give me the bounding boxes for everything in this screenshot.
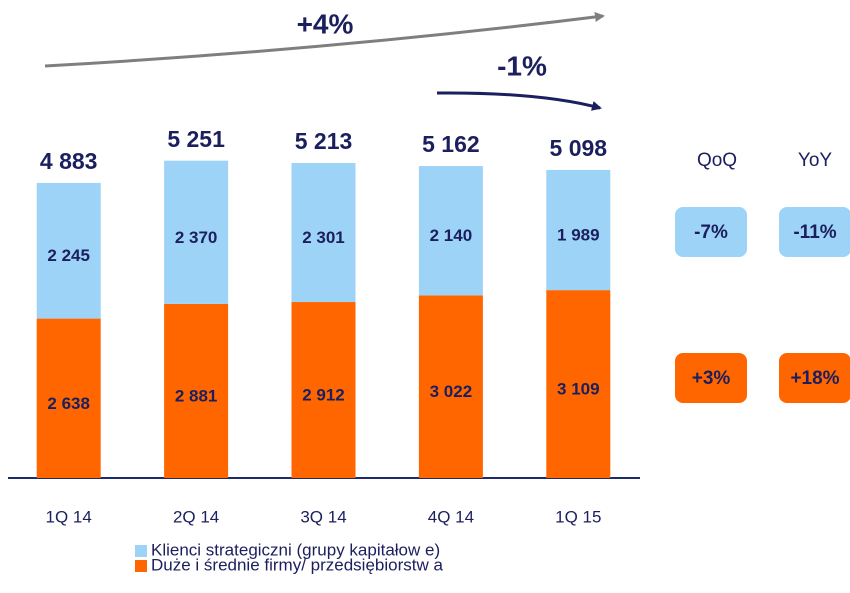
bar-segment bbox=[291, 162, 356, 303]
bar-segment bbox=[418, 166, 483, 296]
bar-segment bbox=[418, 295, 483, 478]
change-header: YoY bbox=[798, 150, 832, 171]
bar-segment bbox=[291, 302, 356, 478]
change-value: +18% bbox=[790, 368, 839, 389]
bar-segment bbox=[36, 318, 101, 478]
total-label: 5 098 bbox=[550, 135, 608, 161]
legend-swatch bbox=[135, 560, 147, 572]
bar-segment bbox=[546, 290, 611, 478]
x-tick-label: 3Q 14 bbox=[300, 507, 346, 526]
x-tick-label: 4Q 14 bbox=[428, 507, 474, 526]
change-value: +3% bbox=[692, 368, 731, 389]
x-tick-label: 1Q 14 bbox=[46, 507, 92, 526]
legend-label: Duże i średnie firmy/ przedsiębiorstw a bbox=[151, 555, 443, 574]
x-tick-label: 2Q 14 bbox=[173, 507, 219, 526]
value-label: 3 109 bbox=[557, 380, 600, 399]
change-badge bbox=[675, 353, 747, 403]
total-label: 4 883 bbox=[40, 148, 98, 174]
bar-segment bbox=[164, 303, 229, 478]
change-value: -7% bbox=[694, 222, 728, 243]
x-tick-label: 1Q 15 bbox=[555, 507, 601, 526]
change-value: -11% bbox=[793, 222, 836, 243]
value-label: 2 245 bbox=[47, 246, 90, 265]
bar-segment bbox=[546, 169, 611, 291]
total-label: 5 251 bbox=[167, 126, 225, 152]
arrow-label: -1% bbox=[497, 50, 547, 81]
change-badge bbox=[779, 353, 850, 403]
trend-arrow bbox=[436, 91, 602, 111]
change-badge bbox=[675, 207, 747, 257]
total-label: 5 213 bbox=[295, 128, 353, 154]
bar-segment bbox=[36, 182, 101, 319]
value-label: 2 912 bbox=[302, 386, 345, 405]
change-header: QoQ bbox=[697, 150, 737, 171]
legend-label: Klienci strategiczni (grupy kapitałow e) bbox=[151, 540, 440, 559]
arrow-label: +4% bbox=[297, 8, 354, 39]
value-label: 2 301 bbox=[302, 228, 345, 247]
value-label: 2 370 bbox=[175, 228, 218, 247]
value-label: 2 140 bbox=[430, 226, 473, 245]
trend-arrow bbox=[44, 12, 605, 68]
legend-swatch bbox=[135, 545, 147, 557]
bar-segment bbox=[164, 160, 229, 304]
value-label: 3 022 bbox=[430, 382, 473, 401]
value-label: 2 638 bbox=[47, 394, 90, 413]
value-label: 2 881 bbox=[175, 386, 218, 405]
change-badge bbox=[779, 207, 850, 257]
total-label: 5 162 bbox=[422, 131, 480, 157]
value-label: 1 989 bbox=[557, 226, 600, 245]
